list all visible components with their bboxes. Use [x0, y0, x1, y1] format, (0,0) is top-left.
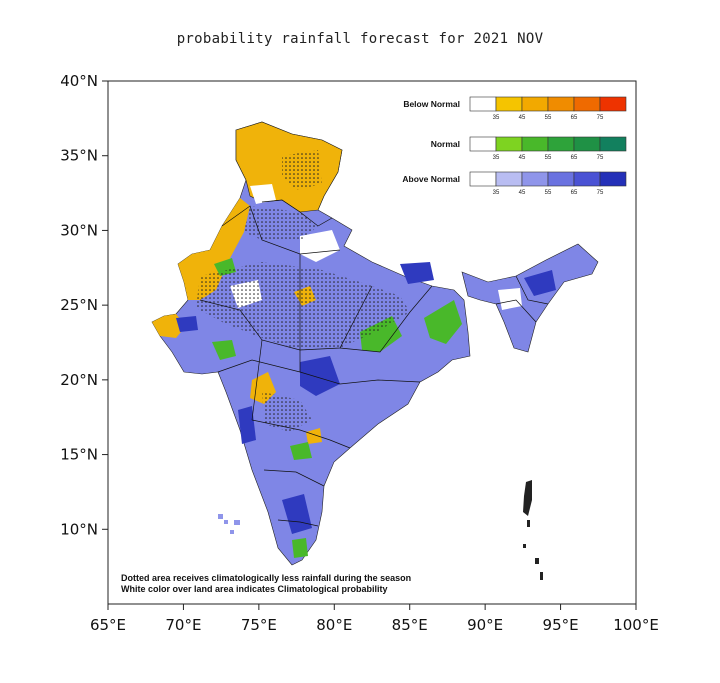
state-boundaries — [199, 199, 549, 527]
y-tick-label: 10°N — [60, 520, 98, 538]
legend-swatch — [521, 136, 549, 152]
legend-tick-label: 65 — [571, 190, 578, 196]
legend-tick-label: 75 — [597, 115, 604, 121]
legend-tick-label: 55 — [545, 155, 552, 161]
legend-tick-label: 35 — [493, 155, 500, 161]
legend-tick-label: 35 — [493, 190, 500, 196]
dotted-region-west — [244, 206, 318, 240]
legend-category-label: Normal — [431, 139, 460, 149]
lakshadweep-islands — [218, 514, 240, 534]
legend-swatch — [547, 96, 575, 112]
legend-swatch — [495, 136, 523, 152]
x-tick-label: 85°E — [392, 616, 428, 634]
axis-layer: 40°N 35°N 30°N 25°N 20°N 15°N 10°N 65°E 70°E 75°E… — [60, 72, 659, 634]
legend-swatch — [599, 171, 627, 187]
normal-patch-1 — [360, 316, 402, 352]
white-patch-4 — [250, 184, 276, 204]
y-tick-label: 15°N — [60, 446, 98, 464]
deep-blue-patch-6 — [400, 262, 434, 284]
note-white: White color over land area indicates Cli… — [121, 584, 388, 594]
below-normal-west — [178, 198, 250, 300]
normal-patch-3 — [212, 340, 236, 360]
x-tick-label: 95°E — [543, 616, 579, 634]
legend-tick-label: 45 — [519, 115, 526, 121]
x-tick-label: 90°E — [467, 616, 503, 634]
deep-blue-patch-3 — [282, 494, 312, 534]
deep-blue-patch-1 — [300, 356, 340, 396]
legend-swatch — [521, 96, 549, 112]
y-tick-label: 35°N — [60, 147, 98, 165]
deep-blue-patch-2 — [238, 406, 256, 444]
dotted-region-central — [196, 262, 410, 350]
andaman-nicobar-islands — [523, 480, 543, 580]
legend-swatch — [547, 171, 575, 187]
y-tick-label: 20°N — [60, 371, 98, 389]
legend-swatch — [521, 171, 549, 187]
legend-tick-label: 45 — [519, 155, 526, 161]
deep-blue-patch-4 — [176, 316, 198, 332]
legend-tick-label: 45 — [519, 190, 526, 196]
northeast-region — [461, 243, 599, 353]
legend-swatch — [469, 136, 497, 152]
legend-category-label: Below Normal — [403, 99, 460, 109]
dotted-region-north — [282, 150, 322, 190]
y-tick-label: 40°N — [60, 72, 98, 90]
below-normal-central-3 — [306, 428, 322, 444]
legend-swatch — [469, 171, 497, 187]
legend-swatch — [599, 96, 627, 112]
white-patch-3 — [498, 288, 522, 310]
legend-tick-label: 65 — [571, 155, 578, 161]
dotted-region-deccan — [262, 392, 312, 432]
x-tick-label: 70°E — [165, 616, 201, 634]
plot-frame — [107, 80, 637, 605]
x-tick-label: 65°E — [90, 616, 126, 634]
legend-swatch — [495, 96, 523, 112]
legend-swatch — [573, 136, 601, 152]
map-layer — [151, 121, 599, 580]
legend-swatch — [469, 96, 497, 112]
legend-swatch — [495, 171, 523, 187]
deep-blue-patch-5 — [524, 270, 556, 296]
legend-swatch — [573, 96, 601, 112]
legend-swatch — [573, 171, 601, 187]
map-title: probability rainfall forecast for 2021 N… — [176, 31, 544, 47]
legend-tick-label: 55 — [545, 115, 552, 121]
legend-tick-label: 35 — [493, 115, 500, 121]
x-tick-label: 75°E — [241, 616, 277, 634]
legend: Below Normal 35 45 55 65 75 Normal 35 45 55 65 75 Ab… — [402, 96, 627, 196]
legend-tick-label: 75 — [597, 155, 604, 161]
x-tick-label: 80°E — [316, 616, 352, 634]
legend-tick-label: 75 — [597, 190, 604, 196]
legend-category-label: Above Normal — [402, 174, 460, 184]
normal-patch-2 — [424, 300, 462, 344]
y-tick-label: 25°N — [60, 296, 98, 314]
normal-patch-4 — [290, 442, 312, 460]
legend-swatch — [599, 136, 627, 152]
legend-swatch — [547, 136, 575, 152]
y-tick-label: 30°N — [60, 221, 98, 239]
legend-tick-label: 55 — [545, 190, 552, 196]
normal-patch-5 — [292, 538, 308, 558]
legend-tick-label: 65 — [571, 115, 578, 121]
x-tick-label: 100°E — [613, 616, 659, 634]
note-dotted: Dotted area receives climatologically le… — [121, 573, 411, 583]
white-patch-1 — [300, 230, 340, 262]
